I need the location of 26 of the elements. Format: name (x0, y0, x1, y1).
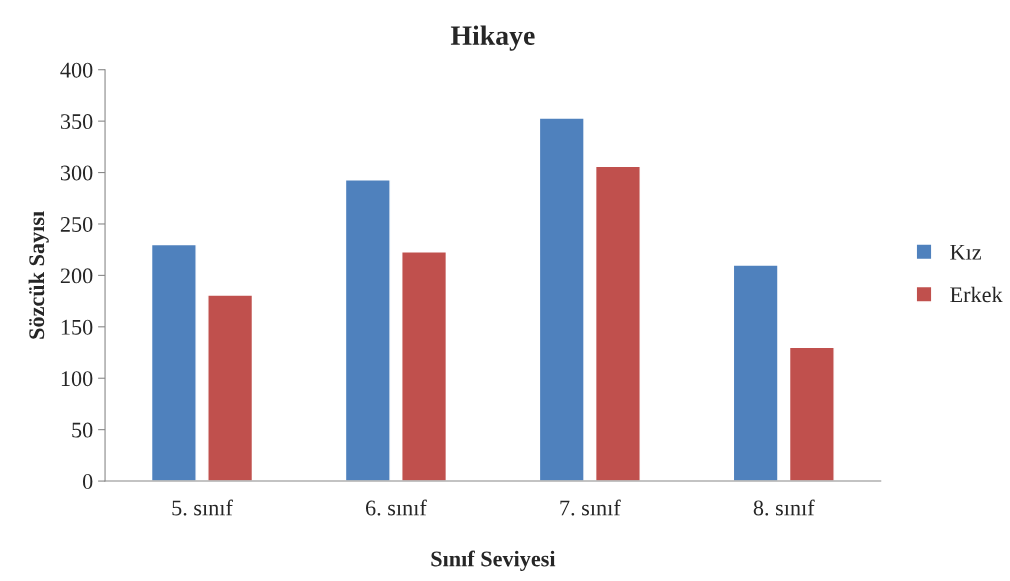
legend-label: Kız (950, 245, 982, 260)
bar (401, 251, 448, 482)
y-tick-label: 350 (60, 114, 93, 130)
y-tick-label: 100 (61, 371, 93, 387)
bar (207, 294, 254, 482)
x-tick-label: 7. sınıf (560, 499, 621, 516)
x-axis-title: Sınıf Seviyesi (431, 550, 556, 571)
y-tick-label: 150 (61, 319, 93, 335)
bar (788, 346, 835, 482)
bar (150, 243, 197, 482)
y-tick-label: 50 (72, 422, 93, 438)
x-tick-label: 5. sınıf (172, 499, 233, 516)
legend-label: Erkek (950, 286, 1003, 303)
bar (732, 264, 779, 482)
bar (344, 179, 391, 482)
y-tick-label: 200 (60, 268, 93, 284)
y-tick-label: 0 (82, 474, 93, 489)
x-tick-label: 6. sınıf (366, 499, 427, 516)
chart-title: Hikaye (450, 25, 535, 51)
y-tick-label: 300 (60, 165, 93, 181)
y-axis-title: Sözcük Sayısı (28, 211, 49, 339)
y-tick-label: 400 (60, 62, 93, 78)
bar (538, 117, 585, 482)
bar (594, 165, 641, 482)
y-tick-label: 250 (60, 216, 93, 232)
x-tick-label: 8. sınıf (753, 499, 815, 516)
